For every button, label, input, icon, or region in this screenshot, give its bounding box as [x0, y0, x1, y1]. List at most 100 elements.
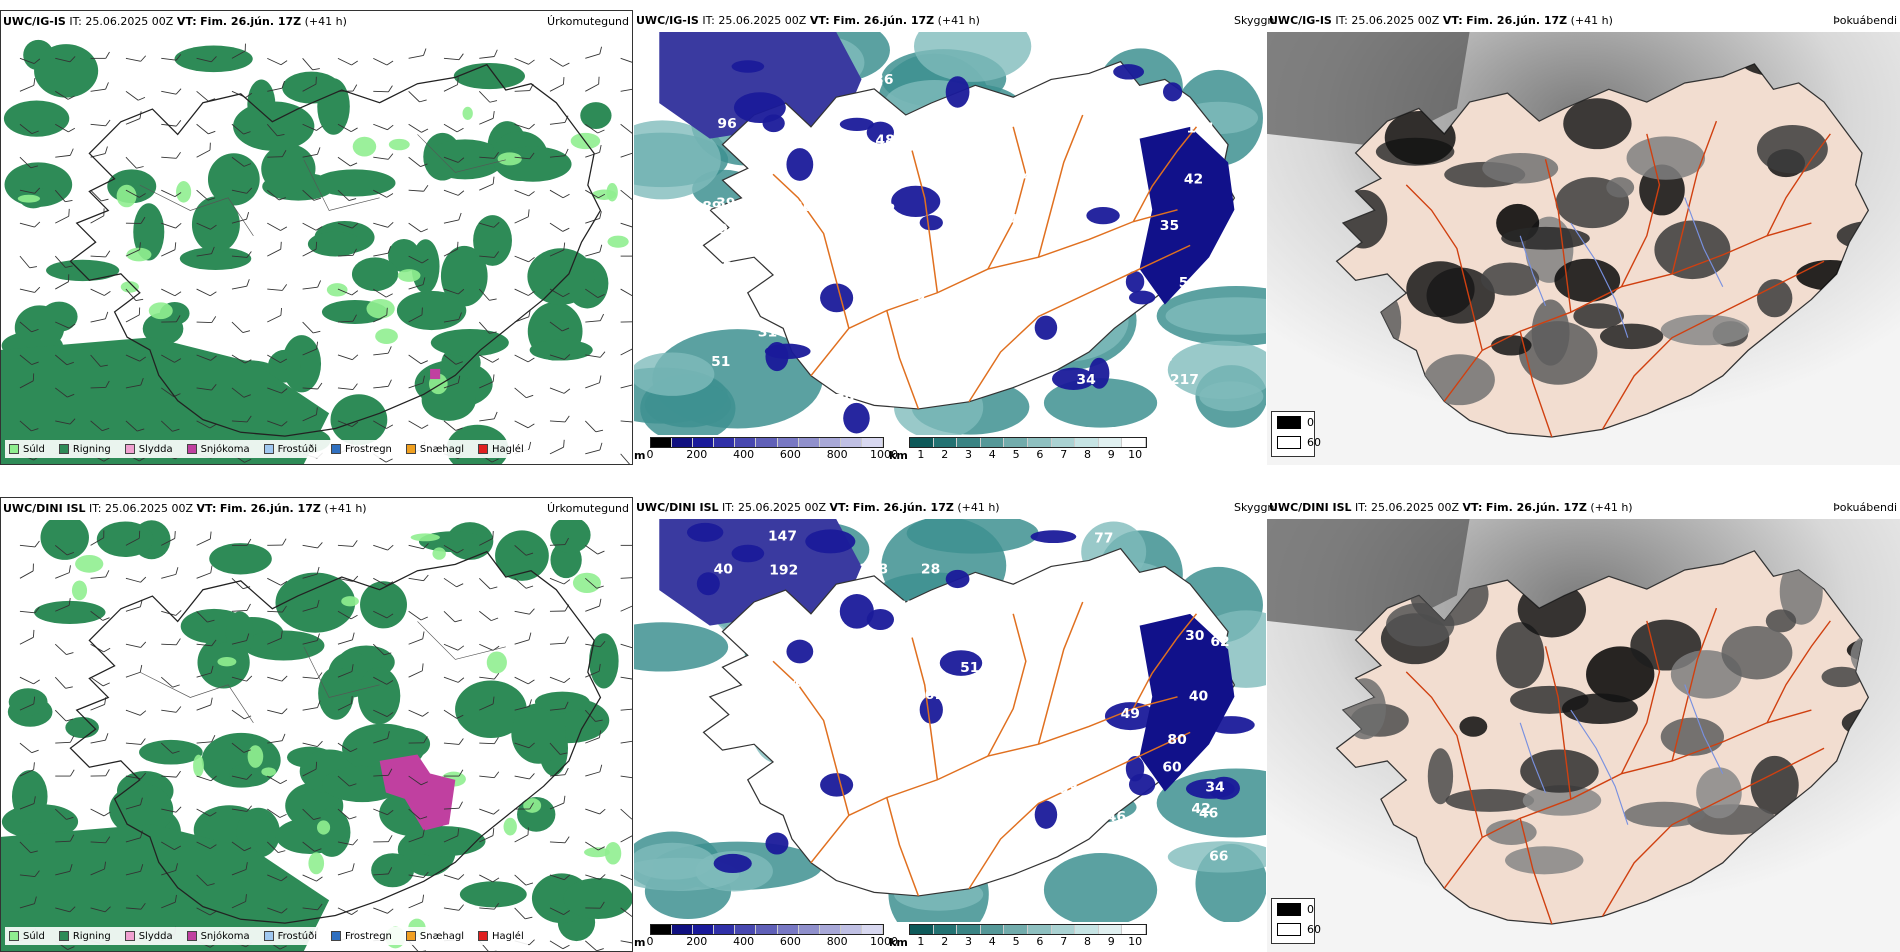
cloud-bar-tick: 200: [686, 448, 707, 461]
legend-item-frostregn: Frostregn: [331, 444, 392, 455]
panel-header: UWC/IG-IS IT: 25.06.2025 00Z VT: Fim. 26…: [634, 10, 1266, 32]
cloud-base-label: 94: [874, 365, 893, 380]
precip-type-panel: UWC/DINI ISL IT: 25.06.2025 00Z VT: Fim.…: [0, 497, 633, 952]
cloud-base-label: 61: [925, 688, 944, 703]
cloud-bar-tick: 400: [733, 448, 754, 461]
vt-label: VT:: [810, 14, 830, 27]
cloud-base-label: 77: [1094, 531, 1113, 546]
vis-bar-tick: 6: [1036, 448, 1043, 461]
vis-bar-tick: 6: [1036, 935, 1043, 948]
cloud-bar-tick: 400: [733, 935, 754, 948]
vis-bar-tick: 5: [1013, 448, 1020, 461]
cloud-base-label: 141: [880, 243, 909, 258]
cloud-base-label: 239: [1031, 58, 1060, 73]
vis-bar-unit: km: [889, 936, 908, 949]
valid-time: Fim. 26.jún. 17Z: [1466, 14, 1567, 27]
legend-item-haglél: Haglél: [478, 444, 524, 455]
fog-legend-row: 60: [1277, 436, 1321, 449]
legend-item-snæhagl: Snæhagl: [406, 444, 464, 455]
panel-title: Þokuábendi: [1833, 497, 1897, 519]
cloud-bar-tick: 800: [827, 935, 848, 948]
lead-time: (+41 h): [938, 14, 980, 27]
legend-swatch: [187, 931, 197, 941]
legend-item-rigning: Rigning: [59, 444, 111, 455]
legend-swatch: [264, 931, 274, 941]
cloud-base-label: 96: [717, 116, 736, 131]
panel-title: Úrkomutegund: [547, 498, 629, 520]
fog-legend-value: 0: [1307, 903, 1314, 916]
legend-item-súld: Súld: [9, 931, 45, 942]
valid-time: Fim. 26.jún. 17Z: [853, 501, 954, 514]
legend-item-rigning: Rigning: [59, 931, 111, 942]
legend-label: Slydda: [139, 444, 173, 455]
cloud-base-label: 45: [791, 677, 810, 692]
legend-label: Rigning: [73, 444, 111, 455]
legend-item-frostúði: Frostúði: [264, 931, 317, 942]
legend-item-súld: Súld: [9, 444, 45, 455]
legend-swatch: [9, 931, 19, 941]
legend-label: Snæhagl: [420, 931, 464, 942]
cloud-base-label: 45: [1008, 212, 1027, 227]
cloud-base-label: 31: [758, 325, 777, 340]
legend-swatch: [187, 444, 197, 454]
panel-header: UWC/IG-IS IT: 25.06.2025 00Z VT: Fim. 26…: [1267, 10, 1900, 32]
cloud-bar-tick: 600: [780, 448, 801, 461]
legend-swatch: [331, 444, 341, 454]
cloud-base-label: 48: [1154, 350, 1173, 365]
cloud-base-label: 80: [1167, 733, 1186, 748]
legend-item-snjókoma: Snjókoma: [187, 444, 250, 455]
init-time: 25.06.2025 00Z: [1371, 501, 1459, 514]
it-label: IT:: [69, 15, 81, 28]
it-label: IT:: [702, 14, 714, 27]
precip-type-panel: UWC/IG-IS IT: 25.06.2025 00Z VT: Fim. 26…: [0, 10, 633, 465]
vis-bar-tick: 7: [1060, 935, 1067, 948]
cloud-base-label: 76: [1021, 752, 1040, 767]
cloud-base-label: 37: [688, 773, 707, 788]
cloud-base-label: 46: [1199, 806, 1218, 821]
valid-time: Fim. 26.jún. 17Z: [200, 15, 301, 28]
fog-legend-row: 0: [1277, 416, 1314, 429]
model-name: UWC/DINI ISL: [3, 502, 86, 515]
legend-item-frostregn: Frostregn: [331, 931, 392, 942]
vis-bar-tick: 7: [1060, 448, 1067, 461]
init-time: 25.06.2025 00Z: [1351, 14, 1439, 27]
legend-swatch: [478, 931, 488, 941]
cloud-base-label: 147: [768, 529, 797, 544]
legend-label: Frostregn: [345, 931, 392, 942]
vis-bar-tick: 1: [917, 935, 924, 948]
legend-item-snæhagl: Snæhagl: [406, 931, 464, 942]
fog-legend-value: 0: [1307, 416, 1314, 429]
legend-swatch: [406, 931, 416, 941]
lead-time: (+41 h): [305, 15, 347, 28]
legend-label: Snjókoma: [201, 444, 250, 455]
cloud-visibility-panel: UWC/IG-IS IT: 25.06.2025 00Z VT: Fim. 26…: [634, 10, 1266, 465]
vt-label: VT:: [1443, 14, 1463, 27]
fog-legend-value: 60: [1307, 923, 1321, 936]
legend-label: Frostúði: [278, 444, 317, 455]
valid-time: Fim. 26.jún. 17Z: [220, 502, 321, 515]
cloud-base-label: 48: [875, 133, 894, 148]
legend-swatch: [125, 931, 135, 941]
vis-bar-tick: 4: [989, 935, 996, 948]
lead-time: (+41 h): [1590, 501, 1632, 514]
cloud-base-label: 36: [793, 199, 812, 214]
fog-legend-swatch: [1277, 416, 1301, 429]
vis-bar-tick: 3: [965, 448, 972, 461]
cloud-base-label: 49: [1023, 169, 1042, 184]
cloud-base-label: 61: [1045, 765, 1064, 780]
legend-label: Slydda: [139, 931, 173, 942]
dewpoint-depression-panel: UWC/DINI ISL IT: 25.06.2025 00Z VT: Fim.…: [1267, 497, 1900, 952]
cloud-base-label: 217: [1170, 372, 1199, 387]
cloud-base-label: 48: [787, 223, 806, 238]
cloud-base-label: 40: [1189, 689, 1208, 704]
cloud-base-label: 70: [880, 596, 899, 611]
cloud-base-label: 52: [722, 260, 741, 275]
cloud-bar-tick: 200: [686, 935, 707, 948]
legend-swatch: [9, 444, 19, 454]
vt-label: VT:: [197, 502, 217, 515]
cloud-base-label: 108: [859, 562, 888, 577]
cloud-base-label: 28: [921, 562, 940, 577]
legend-item-haglél: Haglél: [478, 931, 524, 942]
cloud-base-label: 36: [874, 73, 893, 88]
